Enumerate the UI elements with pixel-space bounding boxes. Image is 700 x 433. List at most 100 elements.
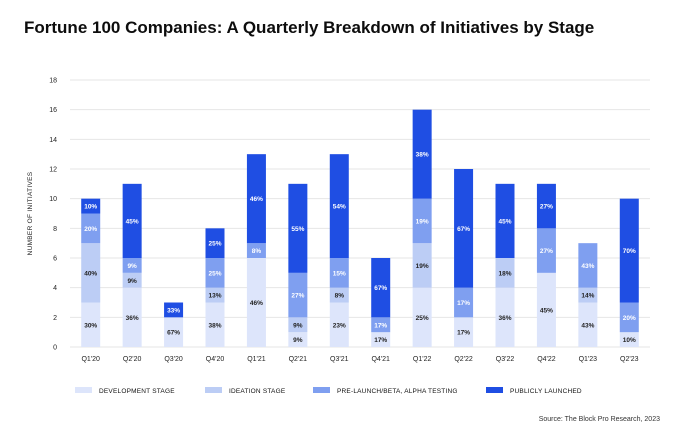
data-label: 46% bbox=[250, 300, 263, 307]
bar-segment bbox=[412, 198, 432, 244]
data-label: 10% bbox=[84, 204, 97, 211]
data-label: 27% bbox=[291, 293, 304, 300]
bar-segment bbox=[81, 198, 101, 214]
x-tick-label: Q3'20 bbox=[164, 356, 183, 363]
bar-segment bbox=[329, 302, 349, 347]
legend-label: PUBLICLY LAUNCHED bbox=[510, 388, 582, 395]
bar-segment bbox=[495, 287, 515, 347]
data-label: 36% bbox=[126, 315, 139, 322]
data-label: 9% bbox=[293, 322, 303, 329]
bar-segment bbox=[619, 302, 639, 333]
bar-segment bbox=[412, 109, 432, 199]
data-label: 10% bbox=[623, 337, 636, 344]
bar-segment bbox=[578, 302, 598, 347]
x-tick-label: Q1'23 bbox=[579, 356, 598, 363]
data-label: 45% bbox=[498, 218, 511, 225]
data-label: 38% bbox=[416, 152, 429, 159]
data-label: 43% bbox=[581, 263, 594, 270]
y-tick-label: 18 bbox=[49, 78, 57, 85]
data-label: 14% bbox=[581, 293, 594, 300]
data-label: 18% bbox=[498, 270, 511, 277]
x-tick-label: Q1'22 bbox=[413, 356, 432, 363]
bar-segment bbox=[246, 258, 266, 347]
data-label: 45% bbox=[540, 307, 553, 314]
x-tick-label: Q3'22 bbox=[496, 356, 515, 363]
data-label: 9% bbox=[293, 337, 303, 344]
legend-label: PRE-LAUNCH/BETA, ALPHA TESTING bbox=[337, 388, 458, 395]
bar-segment bbox=[122, 258, 142, 273]
legend-swatch bbox=[313, 387, 330, 393]
data-label: 54% bbox=[333, 204, 346, 211]
legend-label: IDEATION STAGE bbox=[229, 388, 286, 395]
bar-segment bbox=[288, 272, 308, 318]
bar-segment bbox=[454, 169, 474, 288]
bar-segment bbox=[619, 332, 639, 347]
data-label: 67% bbox=[167, 330, 180, 337]
data-label: 30% bbox=[84, 322, 97, 329]
y-tick-label: 16 bbox=[49, 107, 57, 114]
data-label: 13% bbox=[208, 293, 221, 300]
y-tick-label: 10 bbox=[49, 196, 57, 203]
y-tick-label: 14 bbox=[49, 137, 57, 144]
data-label: 67% bbox=[374, 285, 387, 292]
bar-segment bbox=[371, 258, 391, 318]
bar-segment bbox=[81, 243, 101, 303]
x-tick-label: Q2'21 bbox=[289, 356, 308, 363]
data-label: 45% bbox=[126, 218, 139, 225]
bar-segment bbox=[536, 183, 556, 229]
y-tick-label: 4 bbox=[53, 285, 57, 292]
bar-segment bbox=[536, 272, 556, 347]
data-label: 17% bbox=[374, 322, 387, 329]
bar-segment bbox=[205, 258, 225, 288]
y-tick-label: 0 bbox=[53, 345, 57, 352]
bar-segment bbox=[122, 287, 142, 347]
bar-segment bbox=[205, 228, 225, 258]
data-label: 55% bbox=[291, 226, 304, 233]
data-label: 8% bbox=[335, 293, 345, 300]
y-tick-label: 12 bbox=[49, 167, 57, 174]
data-label: 46% bbox=[250, 196, 263, 203]
bar-segment bbox=[329, 154, 349, 258]
data-label: 70% bbox=[623, 248, 636, 255]
data-label: 33% bbox=[167, 307, 180, 314]
chart-title: Fortune 100 Companies: A Quarterly Break… bbox=[24, 18, 595, 37]
data-label: 8% bbox=[252, 248, 262, 255]
bar-segment bbox=[619, 198, 639, 303]
legend-swatch bbox=[75, 387, 92, 393]
data-label: 25% bbox=[416, 315, 429, 322]
x-tick-label: Q4'20 bbox=[206, 356, 225, 363]
bar-segment bbox=[122, 272, 142, 288]
bar-segment bbox=[412, 243, 432, 288]
data-label: 27% bbox=[540, 204, 553, 211]
y-tick-label: 8 bbox=[53, 226, 57, 233]
bar-segment bbox=[454, 317, 474, 347]
x-tick-label: Q2'22 bbox=[454, 356, 473, 363]
data-label: 19% bbox=[416, 218, 429, 225]
bar-segment bbox=[371, 317, 391, 333]
bar-segment bbox=[495, 183, 515, 258]
data-label: 40% bbox=[84, 270, 97, 277]
bar-segment bbox=[578, 287, 598, 303]
bar-segment bbox=[454, 287, 474, 318]
bar-segment bbox=[288, 317, 308, 333]
bar-segment bbox=[205, 302, 225, 347]
data-label: 20% bbox=[84, 226, 97, 233]
source-note: Source: The Block Pro Research, 2023 bbox=[538, 416, 660, 423]
y-tick-label: 6 bbox=[53, 256, 57, 263]
data-label: 9% bbox=[127, 263, 137, 270]
data-label: 43% bbox=[581, 322, 594, 329]
data-label: 9% bbox=[127, 278, 137, 285]
bar-segment bbox=[371, 332, 391, 347]
bar-segment bbox=[205, 287, 225, 303]
x-tick-label: Q1'21 bbox=[247, 356, 266, 363]
bar-segment bbox=[81, 302, 101, 347]
x-tick-label: Q4'21 bbox=[371, 356, 390, 363]
y-axis-label: NUMBER OF INITIATIVES bbox=[27, 171, 34, 255]
y-tick-label: 2 bbox=[53, 315, 57, 322]
x-tick-label: Q2'23 bbox=[620, 356, 639, 363]
data-label: 15% bbox=[333, 270, 346, 277]
x-tick-label: Q4'22 bbox=[537, 356, 556, 363]
bar-segment bbox=[288, 183, 308, 273]
data-label: 67% bbox=[457, 226, 470, 233]
